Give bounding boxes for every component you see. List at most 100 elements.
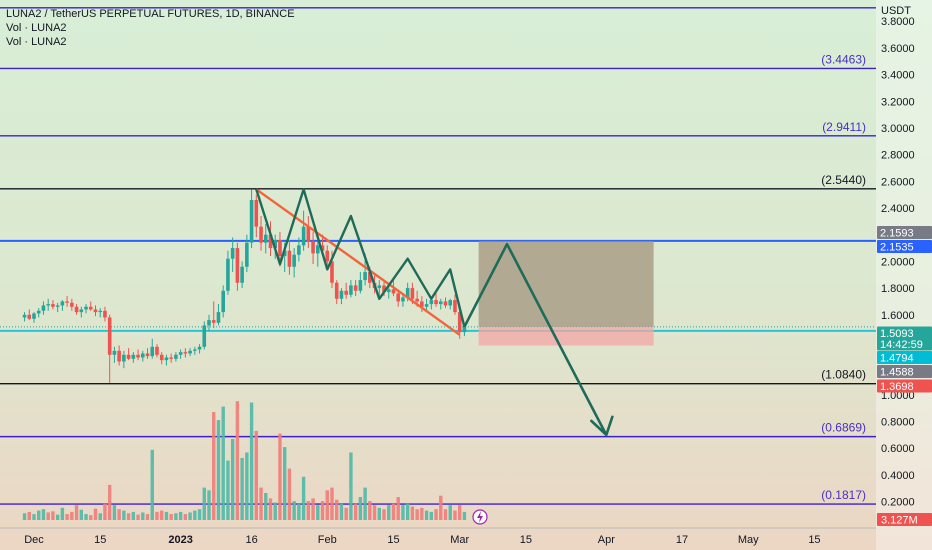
candle-body xyxy=(353,285,358,291)
header: LUNA2 / TetherUS PERPETUAL FUTURES, 1D, … xyxy=(6,8,295,48)
time-tick-label: 15 xyxy=(808,534,820,546)
volume-bar xyxy=(273,502,277,520)
candle-body xyxy=(174,354,178,359)
candle-body xyxy=(448,300,453,306)
candle-body xyxy=(126,354,131,359)
candle-body xyxy=(140,353,145,358)
candle xyxy=(36,308,41,318)
price-tick-label: 3.0000 xyxy=(881,123,915,135)
candle-body xyxy=(282,250,287,257)
volume-histogram xyxy=(22,401,467,520)
candle-body xyxy=(245,242,249,267)
candle xyxy=(131,352,136,363)
volume-bar xyxy=(221,406,225,520)
stop-zone xyxy=(478,326,654,346)
volume-bar xyxy=(405,503,410,520)
time-axis[interactable]: Dec 15 2023 16 Feb 15 Mar 15 Apr 17 May 15 xyxy=(0,527,876,546)
candle xyxy=(174,352,178,362)
forecast-path xyxy=(463,242,608,436)
candle-body xyxy=(254,200,259,227)
candle xyxy=(235,242,240,291)
volume-bar xyxy=(424,510,429,520)
candle-body xyxy=(103,310,107,318)
time-tick-label: Dec xyxy=(24,534,44,546)
price-badge-text: 1.3698 xyxy=(880,381,914,393)
candle xyxy=(136,349,140,361)
volume-bar xyxy=(55,514,60,520)
candle xyxy=(254,194,259,238)
volume-bar xyxy=(150,449,154,520)
candle-body xyxy=(55,305,60,307)
volume-bar xyxy=(65,514,69,520)
candle-body xyxy=(344,290,348,295)
volume-bar xyxy=(98,513,102,520)
level-labels: (3.4463) (2.9411) (2.5440) (1.0840) (0.6869)… xyxy=(821,52,866,502)
candle-body xyxy=(316,245,320,254)
price-badge-text: 1.5093 xyxy=(880,328,914,340)
volume-bar xyxy=(254,430,259,520)
candle xyxy=(211,301,216,329)
volume-bar xyxy=(306,501,311,520)
level-label: (3.4463) xyxy=(821,52,866,66)
volume-bar xyxy=(41,509,46,520)
volume-bar xyxy=(235,401,240,520)
candle-body xyxy=(36,310,41,314)
candle-body xyxy=(462,326,467,333)
candle xyxy=(316,240,320,267)
position-box[interactable] xyxy=(478,240,654,346)
candle xyxy=(84,304,88,314)
candle-body xyxy=(117,350,121,362)
trend-drawings[interactable] xyxy=(255,188,614,437)
candle-body xyxy=(457,312,462,333)
price-tick-label: 3.6000 xyxy=(881,43,915,55)
candle-body xyxy=(363,272,367,281)
lightning-icon[interactable] xyxy=(472,509,488,525)
volume-bar xyxy=(415,509,419,520)
candle-body xyxy=(150,346,155,357)
horizontal-levels xyxy=(0,7,876,505)
volume-bar xyxy=(27,511,31,520)
candle xyxy=(396,290,401,307)
volume-badge xyxy=(877,513,932,526)
candle-body xyxy=(79,309,84,313)
candle-body xyxy=(131,354,136,359)
candle-body xyxy=(330,261,334,283)
candlestick-series xyxy=(22,189,467,383)
candle xyxy=(150,338,155,359)
candle-body xyxy=(311,241,315,254)
level-label: (1.0840) xyxy=(821,368,866,382)
candle xyxy=(216,304,221,326)
volume-bar xyxy=(84,514,88,520)
volume-bar xyxy=(292,501,296,520)
candle xyxy=(448,298,453,310)
candle xyxy=(306,216,311,249)
candle-body xyxy=(159,354,164,361)
volume-bar xyxy=(377,507,381,520)
candle xyxy=(183,348,188,358)
candle xyxy=(268,221,273,257)
candle-body xyxy=(221,290,225,313)
volume-bar xyxy=(349,452,353,520)
candle-body xyxy=(27,314,32,319)
volume-bar xyxy=(311,498,315,520)
price-axis-background xyxy=(876,0,932,550)
volume-bar xyxy=(107,484,112,520)
candle xyxy=(51,300,55,310)
volume-bar xyxy=(126,513,131,520)
price-tick-label: 3.8000 xyxy=(881,16,915,28)
volume-bar xyxy=(60,507,65,520)
candle-body xyxy=(273,240,278,249)
volume-bar xyxy=(230,439,235,520)
candle-body xyxy=(263,234,268,243)
candle xyxy=(263,224,268,254)
volume-bar xyxy=(37,510,41,520)
volume-bar xyxy=(112,505,117,520)
candle xyxy=(230,237,235,273)
candle-body xyxy=(84,306,88,310)
candle xyxy=(65,296,69,307)
volume-bar xyxy=(344,507,348,520)
candle xyxy=(145,348,150,359)
candle xyxy=(358,272,363,294)
candle-body xyxy=(368,272,372,283)
